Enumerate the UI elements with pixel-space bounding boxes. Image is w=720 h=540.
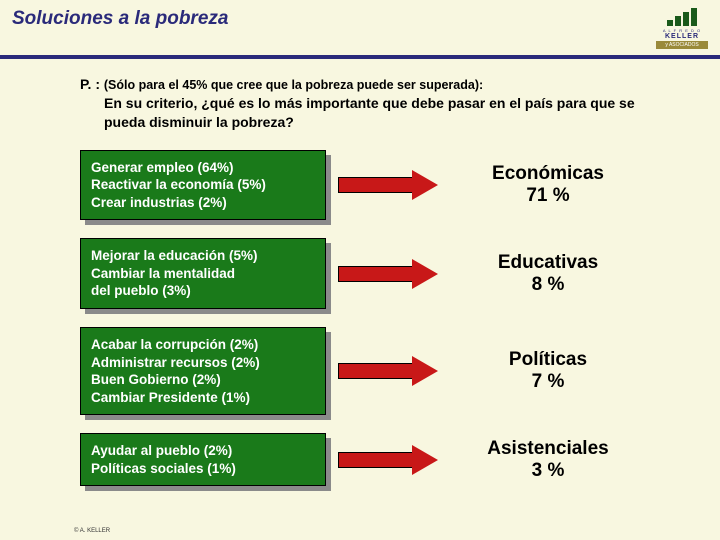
- arrow-icon: [338, 170, 444, 200]
- group-row: Acabar la corrupción (2%)Administrar rec…: [80, 327, 640, 415]
- answer-line: Buen Gobierno (2%): [91, 371, 315, 389]
- arrow-column: [326, 356, 456, 386]
- answer-box-wrap: Acabar la corrupción (2%)Administrar rec…: [80, 327, 326, 415]
- summary-label: Educativas: [456, 252, 640, 274]
- summary-pct: 7 %: [456, 371, 640, 393]
- answer-box-wrap: Mejorar la educación (5%)Cambiar la ment…: [80, 238, 326, 309]
- question-block: P. : (Sólo para el 45% que cree que la p…: [80, 75, 640, 132]
- answer-line: Crear industrias (2%): [91, 194, 315, 212]
- arrow-icon: [338, 356, 444, 386]
- summary-cell: Políticas7 %: [456, 349, 640, 393]
- logo-company: KELLER: [656, 33, 708, 40]
- answer-box: Acabar la corrupción (2%)Administrar rec…: [80, 327, 326, 415]
- answer-line: Cambiar la mentalidad: [91, 265, 315, 283]
- summary-cell: Económicas71 %: [456, 163, 640, 207]
- question-body: En su criterio, ¿qué es lo más important…: [80, 94, 640, 132]
- group-row: Mejorar la educación (5%)Cambiar la ment…: [80, 238, 640, 309]
- arrow-shaft: [338, 177, 412, 193]
- logo-tagline: y ASOCIADOS: [656, 41, 708, 49]
- question-note: (Sólo para el 45% que cree que la pobrez…: [104, 78, 483, 92]
- answer-box: Generar empleo (64%)Reactivar la economí…: [80, 150, 326, 221]
- arrow-shaft: [338, 266, 412, 282]
- summary-label: Económicas: [456, 163, 640, 185]
- answer-line: Mejorar la educación (5%): [91, 247, 315, 265]
- answer-line: Cambiar Presidente (1%): [91, 389, 315, 407]
- logo-bar: [691, 8, 697, 26]
- logo-bar: [667, 20, 673, 26]
- brand-logo: A L F R E D O KELLER y ASOCIADOS: [656, 8, 708, 49]
- title-bar: Soluciones a la pobreza A L F R E D O KE…: [0, 0, 720, 55]
- logo-bars: [656, 8, 708, 26]
- answer-line: del pueblo (3%): [91, 282, 315, 300]
- answer-line: Administrar recursos (2%): [91, 354, 315, 372]
- arrow-shaft: [338, 452, 412, 468]
- arrow-column: [326, 170, 456, 200]
- arrow-shaft: [338, 363, 412, 379]
- answer-line: Generar empleo (64%): [91, 159, 315, 177]
- answer-line: Acabar la corrupción (2%): [91, 336, 315, 354]
- group-row: Ayudar al pueblo (2%)Políticas sociales …: [80, 433, 640, 486]
- answer-box: Ayudar al pueblo (2%)Políticas sociales …: [80, 433, 326, 486]
- summary-pct: 8 %: [456, 274, 640, 296]
- answer-line: Políticas sociales (1%): [91, 460, 315, 478]
- arrow-head: [412, 170, 438, 200]
- summary-label: Políticas: [456, 349, 640, 371]
- answer-line: Ayudar al pueblo (2%): [91, 442, 315, 460]
- answer-box-wrap: Ayudar al pueblo (2%)Políticas sociales …: [80, 433, 326, 486]
- arrow-icon: [338, 445, 444, 475]
- content-area: P. : (Sólo para el 45% que cree que la p…: [0, 75, 720, 486]
- title-underline: [0, 55, 720, 59]
- summary-cell: Asistenciales3 %: [456, 438, 640, 482]
- question-prefix: P. :: [80, 76, 100, 92]
- summary-cell: Educativas8 %: [456, 252, 640, 296]
- arrow-head: [412, 356, 438, 386]
- summary-pct: 71 %: [456, 185, 640, 207]
- answer-box: Mejorar la educación (5%)Cambiar la ment…: [80, 238, 326, 309]
- arrow-head: [412, 259, 438, 289]
- groups-container: Generar empleo (64%)Reactivar la economí…: [80, 150, 640, 487]
- footnote: © A. KELLER: [74, 528, 110, 534]
- logo-bar: [675, 16, 681, 26]
- summary-label: Asistenciales: [456, 438, 640, 460]
- answer-line: Reactivar la economía (5%): [91, 176, 315, 194]
- page-title: Soluciones a la pobreza: [12, 8, 228, 30]
- arrow-column: [326, 259, 456, 289]
- answer-box-wrap: Generar empleo (64%)Reactivar la economí…: [80, 150, 326, 221]
- summary-pct: 3 %: [456, 460, 640, 482]
- arrow-head: [412, 445, 438, 475]
- arrow-column: [326, 445, 456, 475]
- group-row: Generar empleo (64%)Reactivar la economí…: [80, 150, 640, 221]
- logo-bar: [683, 12, 689, 26]
- arrow-icon: [338, 259, 444, 289]
